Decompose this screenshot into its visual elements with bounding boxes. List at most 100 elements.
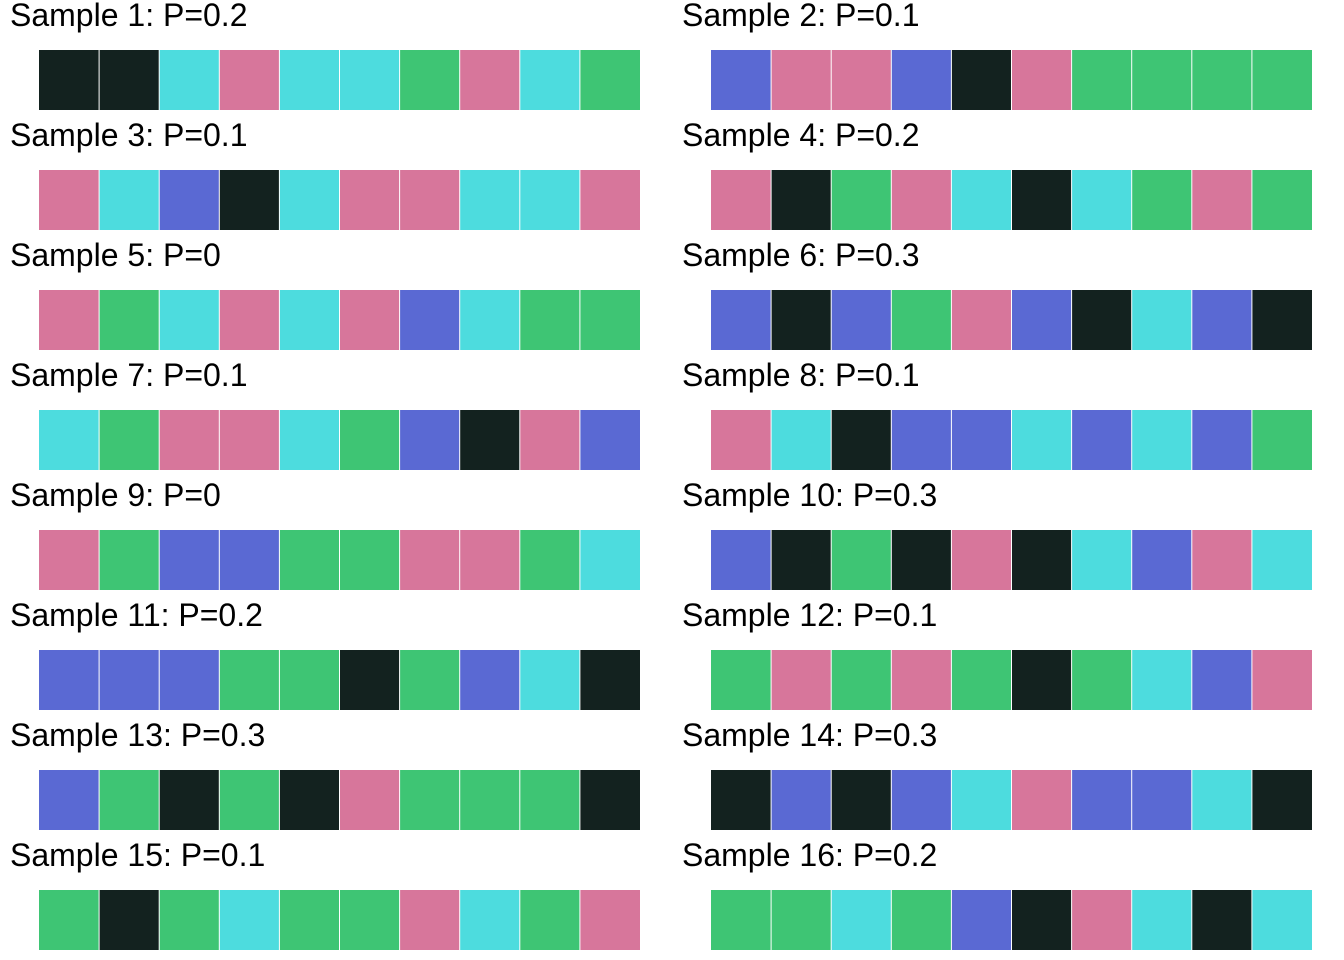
strip-cell-pink [39,170,100,230]
strip-cell-black [579,770,640,830]
sample-panel: Sample 16: P=0.2 [0,837,1312,960]
sample-panel: Sample 13: P=0.3 [0,717,672,840]
strip-cell-blue [1011,290,1072,350]
sample-title: Sample 1: P=0.2 [10,0,248,33]
strip-cell-green [339,530,400,590]
sample-strip [39,290,640,350]
strip-cell-green [1251,410,1312,470]
sample-strip [711,290,1312,350]
strip-cell-blue [951,890,1012,950]
strip-cell-black [831,770,892,830]
strip-cell-blue [159,530,220,590]
strip-cell-pink [159,410,220,470]
strip-cell-black [771,530,832,590]
strip-cell-green [99,290,160,350]
strip-cell-cyan [1071,170,1132,230]
strip-cell-green [1251,50,1312,110]
strip-cell-pink [339,770,400,830]
sample-panel: Sample 14: P=0.3 [0,717,1312,840]
strip-cell-pink [1191,530,1252,590]
strip-cell-green [579,50,640,110]
strip-cell-blue [1191,650,1252,710]
strip-cell-black [1251,770,1312,830]
strip-cell-green [219,770,280,830]
strip-cell-blue [1191,290,1252,350]
strip-cell-black [159,770,220,830]
sample-title: Sample 15: P=0.1 [10,837,266,873]
sample-strip [711,50,1312,110]
strip-cell-cyan [1011,410,1072,470]
strip-cell-green [891,890,952,950]
sample-panel: Sample 9: P=0 [0,477,672,600]
strip-cell-black [459,410,520,470]
strip-cell-cyan [1191,770,1252,830]
sample-panel: Sample 1: P=0.2 [0,0,672,120]
strip-cell-blue [831,290,892,350]
strip-cell-pink [339,170,400,230]
sample-strip [711,890,1312,950]
sample-panel: Sample 6: P=0.3 [0,237,1312,360]
sample-panel: Sample 3: P=0.1 [0,117,672,240]
strip-cell-black [1251,290,1312,350]
strip-cell-green [1191,50,1252,110]
strip-cell-black [951,50,1012,110]
strip-cell-cyan [339,50,400,110]
strip-cell-black [39,50,100,110]
strip-cell-black [1011,530,1072,590]
strip-cell-green [951,650,1012,710]
strip-cell-pink [399,890,460,950]
strip-cell-green [519,770,580,830]
sample-strip [39,170,640,230]
strip-cell-blue [891,50,952,110]
strip-cell-black [1071,290,1132,350]
strip-cell-black [831,410,892,470]
sample-strip [39,890,640,950]
strip-cell-cyan [39,410,100,470]
sample-title: Sample 13: P=0.3 [10,717,266,753]
strip-cell-cyan [1251,890,1312,950]
strip-cell-green [1131,170,1192,230]
strip-cell-pink [459,530,520,590]
strip-cell-black [771,170,832,230]
sample-panel: Sample 15: P=0.1 [0,837,672,960]
strip-cell-pink [891,170,952,230]
strip-cell-blue [159,170,220,230]
strip-cell-green [1251,170,1312,230]
strip-cell-cyan [459,170,520,230]
strip-cell-green [1131,50,1192,110]
strip-cell-green [279,650,340,710]
strip-cell-green [339,890,400,950]
sample-strip [711,530,1312,590]
strip-cell-blue [711,530,772,590]
strip-cell-black [711,770,772,830]
strip-cell-cyan [951,770,1012,830]
strip-cell-cyan [1131,650,1192,710]
sample-strip [711,170,1312,230]
strip-cell-blue [891,410,952,470]
strip-cell-cyan [519,650,580,710]
strip-cell-blue [459,650,520,710]
strip-cell-black [219,170,280,230]
strip-cell-cyan [459,290,520,350]
strip-cell-black [1011,650,1072,710]
strip-cell-pink [459,50,520,110]
strip-cell-black [99,890,160,950]
strip-cell-blue [1131,770,1192,830]
sample-panel: Sample 4: P=0.2 [0,117,1312,240]
strip-cell-blue [711,50,772,110]
strip-cell-pink [1191,170,1252,230]
strip-cell-black [1011,890,1072,950]
strip-cell-green [519,530,580,590]
strip-cell-blue [711,290,772,350]
strip-cell-cyan [519,50,580,110]
strip-cell-green [99,410,160,470]
strip-cell-pink [1011,770,1072,830]
strip-cell-blue [579,410,640,470]
sample-title: Sample 6: P=0.3 [682,237,920,273]
strip-cell-black [339,650,400,710]
strip-cell-pink [219,410,280,470]
strip-cell-pink [39,290,100,350]
sample-strip [711,410,1312,470]
strip-cell-green [99,530,160,590]
